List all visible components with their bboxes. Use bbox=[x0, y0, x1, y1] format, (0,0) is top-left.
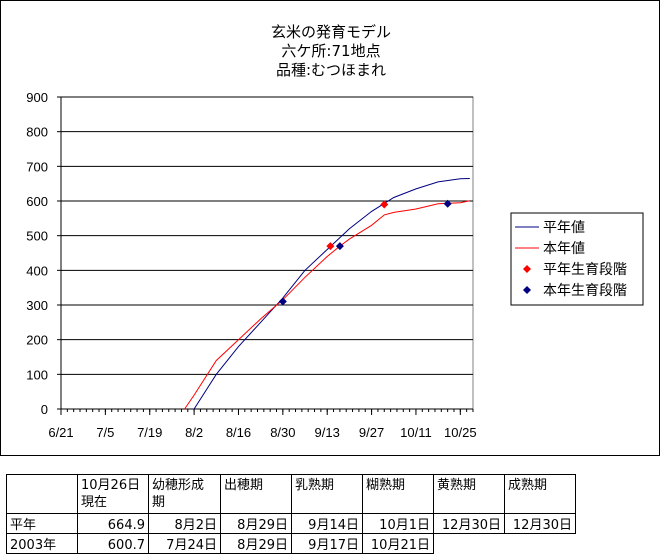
table-cell: 黄熟期 bbox=[433, 474, 505, 514]
data-point-marker bbox=[335, 242, 344, 251]
table-cell bbox=[505, 534, 576, 554]
x-tick-label: 10/25 bbox=[444, 425, 477, 440]
table-cell: 2003年 bbox=[6, 533, 78, 554]
y-tick-label: 300 bbox=[26, 298, 48, 313]
table-cell: 出穂期 bbox=[220, 474, 292, 514]
table-cell: 平年 bbox=[6, 513, 78, 534]
y-tick-label: 200 bbox=[26, 333, 48, 348]
table-cell: 12月30日 bbox=[504, 513, 576, 534]
table-cell: 8月29日 bbox=[220, 533, 292, 554]
legend-label: 平年値 bbox=[543, 220, 585, 236]
x-tick-label: 7/19 bbox=[137, 425, 162, 440]
table-cell: 成熟期 bbox=[504, 474, 576, 514]
x-tick-label: 8/16 bbox=[226, 425, 251, 440]
table-cell: 8月2日 bbox=[148, 513, 221, 534]
legend-label: 本年値 bbox=[543, 241, 585, 257]
table-cell bbox=[434, 534, 505, 554]
chart-title-line-2: 六ケ所:71地点 bbox=[281, 42, 381, 60]
table-cell: 7月24日 bbox=[148, 533, 221, 554]
stage-table: 10月26日 現在 幼穂形成 期 出穂期 乳熟期 糊熟期 黄熟期 成熟期 平年 … bbox=[6, 474, 576, 554]
table-cell: 664.9 bbox=[77, 513, 149, 534]
table-cell: 12月30日 bbox=[433, 513, 505, 534]
chart-title-line-1: 玄米の発育モデル bbox=[270, 23, 391, 41]
table-header-row: 10月26日 現在 幼穂形成 期 出穂期 乳熟期 糊熟期 黄熟期 成熟期 bbox=[6, 474, 576, 514]
y-tick-label: 600 bbox=[26, 194, 48, 209]
x-tick-label: 8/30 bbox=[270, 425, 295, 440]
chart-title-line-3: 品種:むつほまれ bbox=[275, 61, 387, 79]
data-point-marker bbox=[443, 199, 452, 208]
chart-frame: 玄米の発育モデル 六ケ所:71地点 品種:むつほまれ 0 100 200 300 400… bbox=[0, 0, 660, 456]
y-tick-label: 500 bbox=[26, 229, 48, 244]
table-cell: 9月14日 bbox=[291, 513, 363, 534]
table-cell: 600.7 bbox=[77, 533, 149, 554]
legend-label: 本年生育段階 bbox=[543, 283, 627, 299]
y-tick-label: 0 bbox=[41, 402, 48, 417]
table-cell: 10月1日 bbox=[362, 513, 434, 534]
growth-chart: 0 100 200 300 400 500 600 700 800 900 6/21 7/5 7/19 8… bbox=[26, 90, 644, 440]
table-cell: 10月26日 現在 bbox=[77, 474, 149, 514]
y-tick-label: 100 bbox=[26, 367, 48, 382]
legend-label: 平年生育段階 bbox=[543, 262, 627, 278]
legend-marker-swatch bbox=[523, 286, 531, 294]
plot-area bbox=[60, 96, 474, 410]
x-tick-label: 6/21 bbox=[48, 425, 73, 440]
x-tick-label: 7/5 bbox=[96, 425, 114, 440]
table-cell: 10月21日 bbox=[362, 533, 434, 554]
x-tick-label: 9/27 bbox=[359, 425, 384, 440]
legend-marker-swatch bbox=[523, 265, 531, 273]
table-cell: 乳熟期 bbox=[291, 474, 363, 514]
table-cell: 幼穂形成 期 bbox=[148, 474, 221, 514]
table-cell: 9月17日 bbox=[291, 533, 363, 554]
x-tick-label: 8/2 bbox=[185, 425, 203, 440]
y-tick-label: 400 bbox=[26, 263, 48, 278]
x-tick-label: 9/13 bbox=[315, 425, 340, 440]
table-cell bbox=[6, 474, 78, 514]
header-current-label: 10月26日 現在 bbox=[81, 478, 141, 510]
table-row: 2003年 600.7 7月24日 8月29日 9月17日 10月21日 bbox=[6, 533, 576, 554]
x-tick-label: 10/11 bbox=[400, 425, 432, 440]
y-tick-label: 700 bbox=[26, 159, 48, 174]
data-point-marker bbox=[326, 242, 335, 251]
header-panicle-label: 幼穂形成 期 bbox=[152, 478, 205, 510]
y-tick-label: 800 bbox=[26, 125, 48, 140]
legend bbox=[510, 212, 644, 306]
data-point-marker bbox=[380, 200, 389, 209]
table-cell: 糊熟期 bbox=[362, 474, 434, 514]
table-row: 平年 664.9 8月2日 8月29日 9月14日 10月1日 12月30日 1… bbox=[6, 513, 576, 534]
y-tick-label: 900 bbox=[26, 90, 48, 105]
table-cell: 8月29日 bbox=[220, 513, 292, 534]
series-line bbox=[193, 178, 470, 410]
data-point-marker bbox=[278, 297, 287, 306]
